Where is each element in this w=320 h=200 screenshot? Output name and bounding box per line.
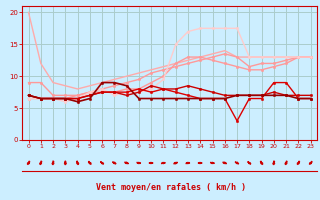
Text: Vent moyen/en rafales ( km/h ): Vent moyen/en rafales ( km/h ) [96,183,246,192]
